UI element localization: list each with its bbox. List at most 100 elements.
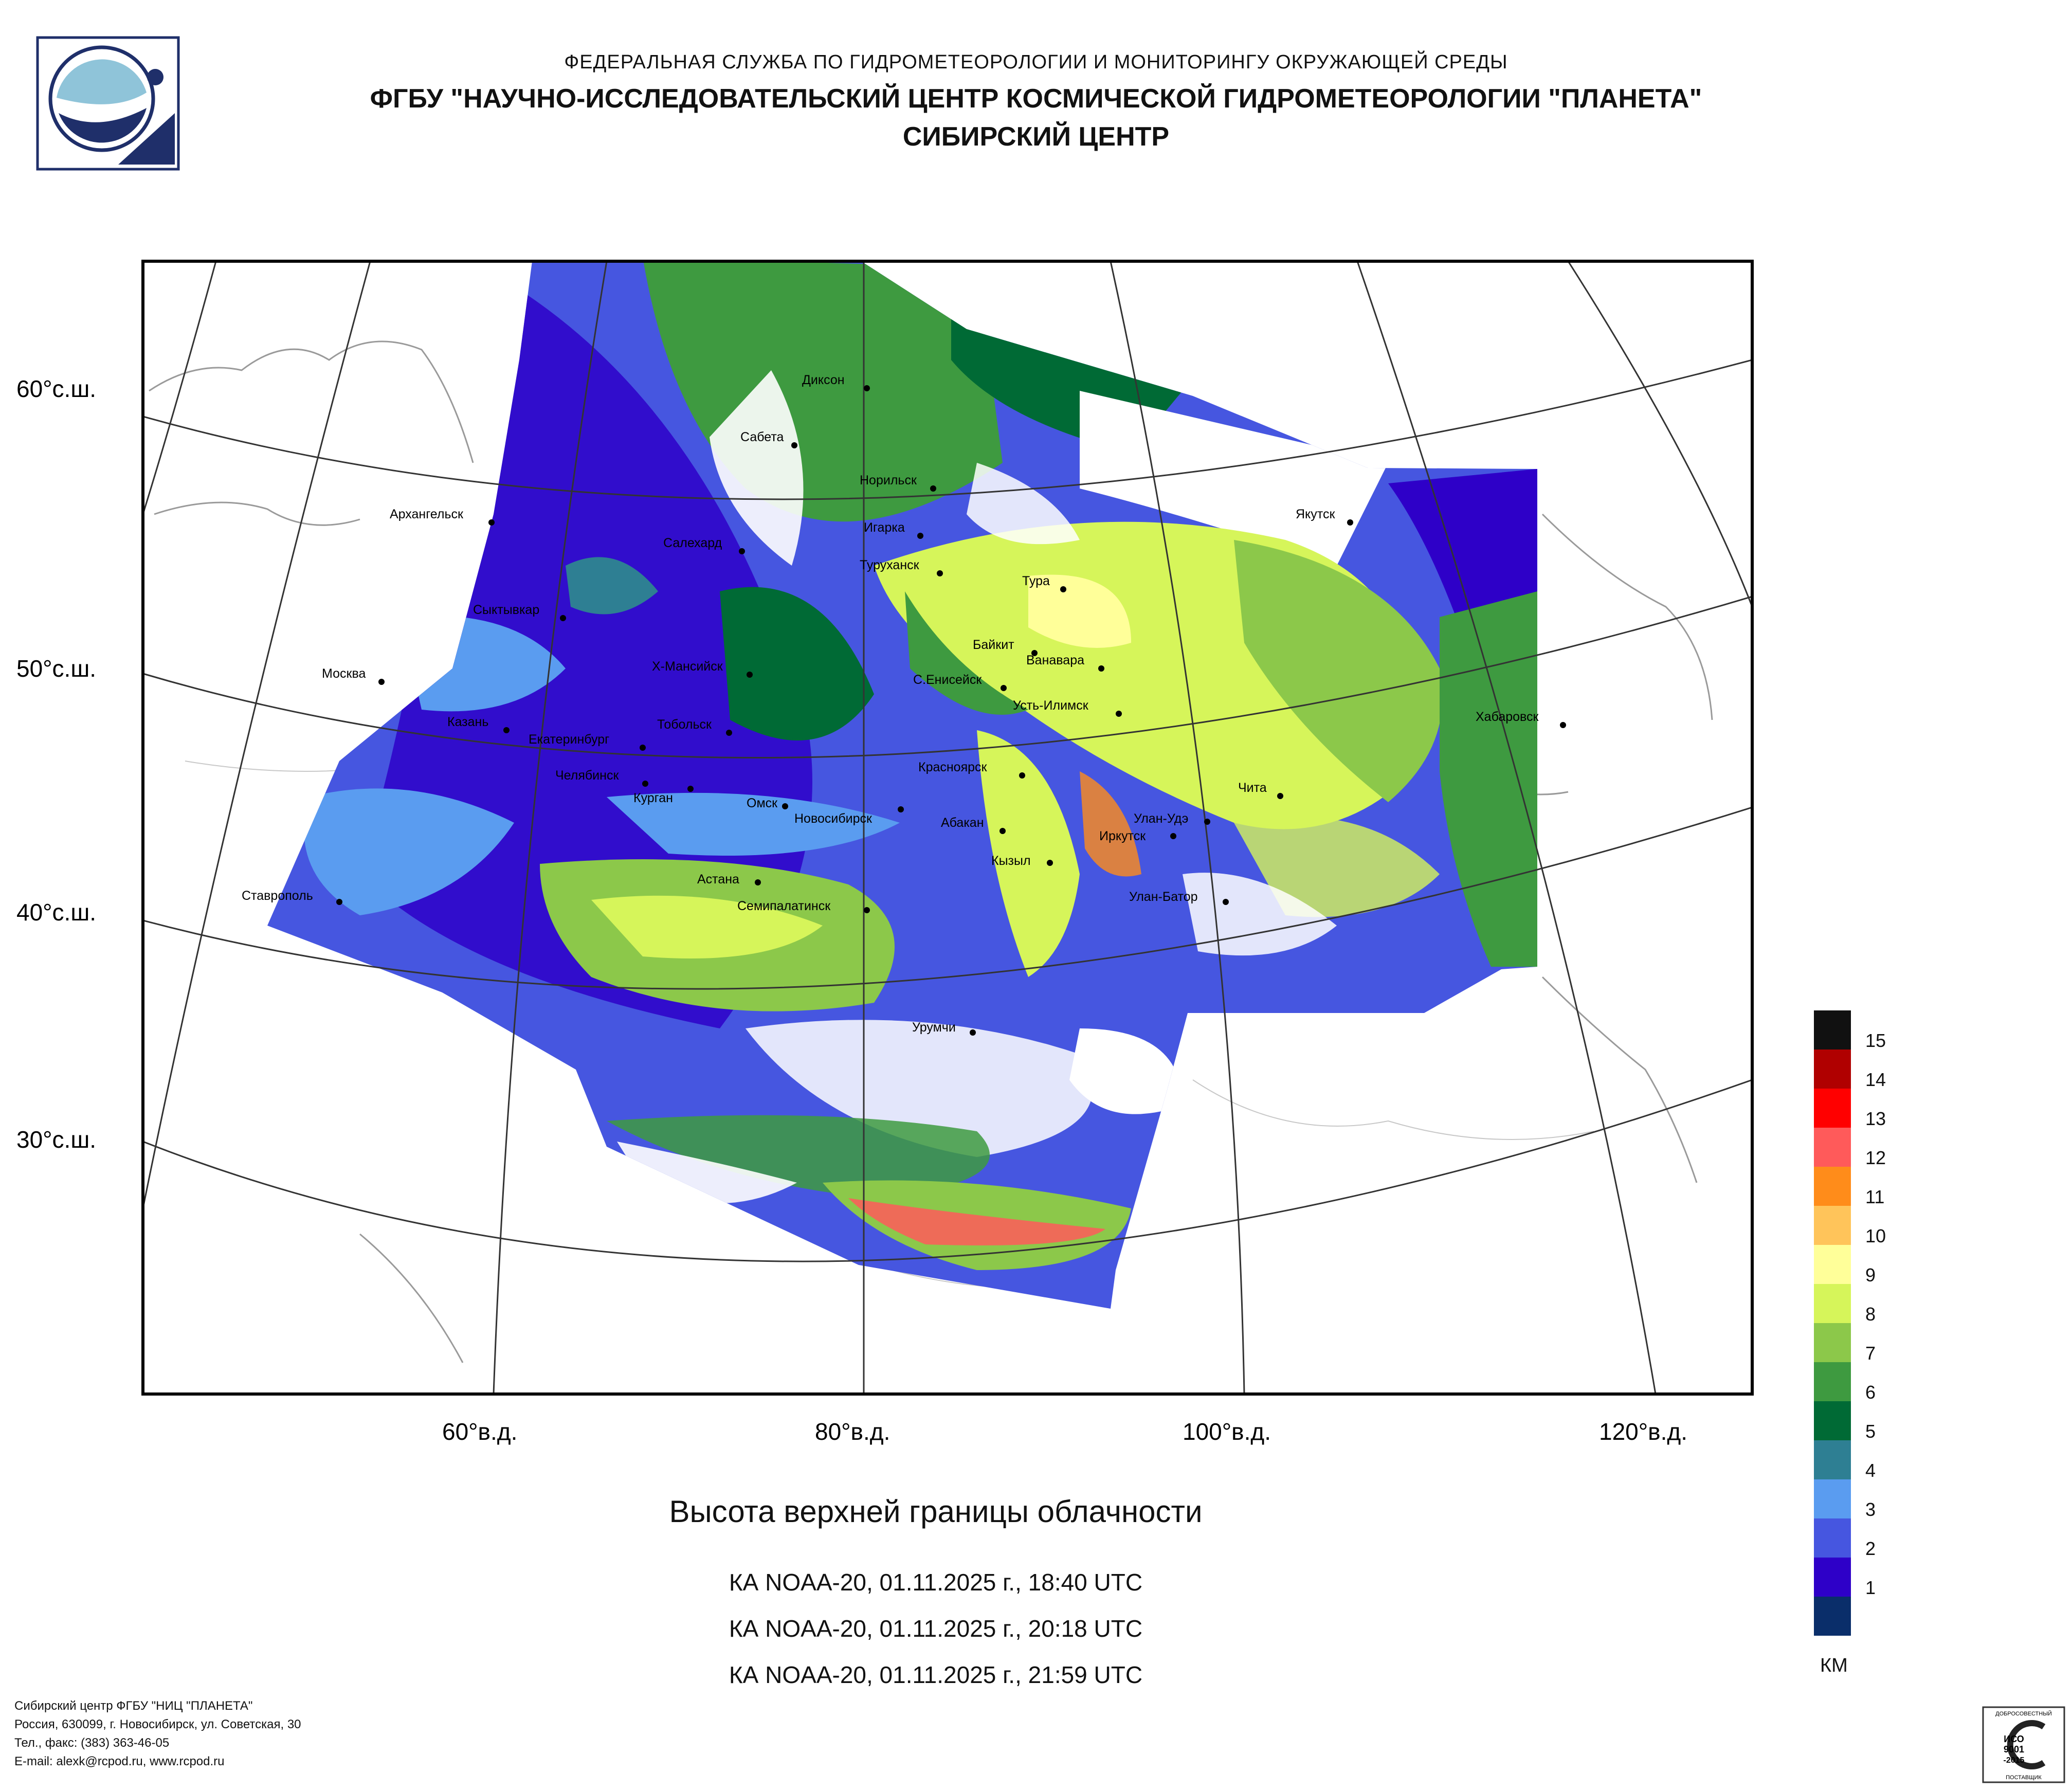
header-center: СИБИРСКИЙ ЦЕНТР (902, 122, 1170, 152)
city-label: Норильск (860, 473, 917, 487)
city-label: Салехард (663, 536, 722, 550)
city-marker (898, 806, 904, 812)
legend-label: 10 (1865, 1225, 1886, 1246)
lon-label-80: 80°в.д. (815, 1418, 890, 1445)
legend-swatch: 10 (1814, 1206, 1886, 1246)
city-marker (726, 730, 732, 736)
city-marker (642, 781, 648, 787)
city-label: Ванавара (1026, 653, 1084, 667)
city-marker (970, 1029, 976, 1036)
city-label: Иркутск (1099, 829, 1146, 843)
city-label: Улан-Батор (1129, 890, 1198, 904)
city-label: Астана (697, 872, 739, 887)
city-marker (640, 745, 646, 751)
city-marker (1204, 819, 1210, 825)
legend-label: 4 (1865, 1460, 1876, 1481)
legend-label: 3 (1865, 1499, 1876, 1520)
cert-top: ДОБРОСОВЕСТНЫЙ (1995, 1710, 2052, 1717)
city-marker (1001, 685, 1007, 691)
legend-swatch: 3 (1814, 1479, 1876, 1520)
contact-footer: Сибирский центр ФГБУ "НИЦ "ПЛАНЕТА" Росс… (14, 1697, 301, 1771)
city-label: Екатеринбург (529, 732, 609, 747)
legend-swatch: 5 (1814, 1401, 1876, 1442)
city-marker (488, 519, 495, 526)
city-marker (755, 879, 761, 885)
planeta-logo (36, 36, 180, 171)
lat-label-30: 30°с.ш. (16, 1126, 96, 1153)
city-label: С.Енисейск (913, 673, 982, 687)
city-marker (791, 442, 797, 448)
cert-std1: ИСО (2004, 1734, 2024, 1744)
legend-label: 8 (1865, 1304, 1876, 1325)
legend-label: 15 (1865, 1030, 1886, 1051)
city-label: Омск (747, 796, 778, 810)
header-institute: ФГБУ "НАУЧНО-ИССЛЕДОВАТЕЛЬСКИЙ ЦЕНТР КОС… (370, 84, 1702, 114)
city-marker (1098, 665, 1104, 672)
city-label: Туруханск (860, 558, 920, 572)
cert-std2: 9001 (2004, 1744, 2024, 1754)
legend-label: 5 (1865, 1421, 1876, 1442)
city-label: Хабаровск (1476, 710, 1539, 724)
legend-label: 9 (1865, 1264, 1876, 1286)
city-label: Новосибирск (794, 811, 873, 826)
legend-label: 11 (1865, 1186, 1885, 1207)
legend-label: 12 (1865, 1147, 1886, 1168)
city-marker (739, 548, 745, 554)
pass-line: КА NOAA-20, 01.11.2025 г., 18:40 UTC (729, 1569, 1143, 1596)
city-label: Диксон (802, 373, 845, 387)
city-label: Урумчи (912, 1020, 956, 1035)
legend-swatch: 9 (1814, 1245, 1876, 1286)
city-label: Тобольск (657, 717, 712, 732)
legend-label: 13 (1865, 1108, 1886, 1129)
city-label: Архангельск (390, 507, 464, 521)
city-label: Семипалатинск (737, 899, 831, 913)
legend-swatch: 6 (1814, 1362, 1876, 1403)
city-marker (917, 533, 923, 539)
legend-swatch: 12 (1814, 1128, 1886, 1168)
legend-swatch: 4 (1814, 1440, 1876, 1481)
city-label: Москва (322, 666, 366, 681)
city-label: Усть-Илимск (1013, 698, 1089, 713)
city-marker (999, 828, 1006, 834)
city-marker (864, 907, 870, 913)
city-label: Красноярск (918, 760, 988, 774)
city-label: Сыктывкар (473, 603, 539, 617)
cert-std3: -2015 (2004, 1756, 2025, 1765)
footer-org: Сибирский центр ФГБУ "НИЦ "ПЛАНЕТА" (14, 1699, 253, 1713)
legend-swatch: 13 (1814, 1089, 1886, 1129)
footer-email: E-mail: alexk@rcpod.ru, www.rcpod.ru (14, 1754, 225, 1768)
pass-line: КА NOAA-20, 01.11.2025 г., 21:59 UTC (729, 1661, 1143, 1688)
city-label: Ставрополь (242, 889, 313, 903)
map-frame (141, 260, 1754, 1396)
city-marker (1223, 899, 1229, 905)
city-marker (1047, 860, 1053, 866)
legend-label: 2 (1865, 1538, 1876, 1559)
legend-swatch: 1 (1814, 1558, 1876, 1598)
lon-label-60: 60°в.д. (442, 1418, 517, 1445)
header-agency: ФЕДЕРАЛЬНАЯ СЛУЖБА ПО ГИДРОМЕТЕОРОЛОГИИ … (564, 51, 1508, 73)
city-marker (1170, 833, 1176, 839)
legend-swatch (1814, 1597, 1851, 1636)
legend-swatch: 8 (1814, 1284, 1876, 1325)
city-label: Байкит (973, 638, 1014, 652)
city-label: Х-Мансийск (652, 659, 723, 674)
lon-label-100: 100°в.д. (1183, 1418, 1271, 1445)
city-label: Челябинск (555, 768, 619, 783)
city-marker (378, 679, 385, 685)
city-marker (1560, 722, 1566, 728)
city-marker (1277, 793, 1283, 799)
legend-label: 1 (1865, 1577, 1876, 1598)
city-marker (782, 803, 788, 809)
city-marker (1060, 586, 1066, 592)
pass-line: КА NOAA-20, 01.11.2025 г., 20:18 UTC (729, 1615, 1143, 1642)
legend-swatch: 15 (1814, 1010, 1886, 1051)
city-marker (864, 385, 870, 391)
lon-label-120: 120°в.д. (1599, 1418, 1687, 1445)
city-marker (1031, 650, 1038, 656)
legend-swatch: 2 (1814, 1518, 1876, 1559)
city-marker (503, 727, 510, 733)
city-label: Чита (1238, 781, 1267, 795)
map-title: Высота верхней границы облачности (669, 1494, 1203, 1529)
legend-label: 6 (1865, 1382, 1876, 1403)
